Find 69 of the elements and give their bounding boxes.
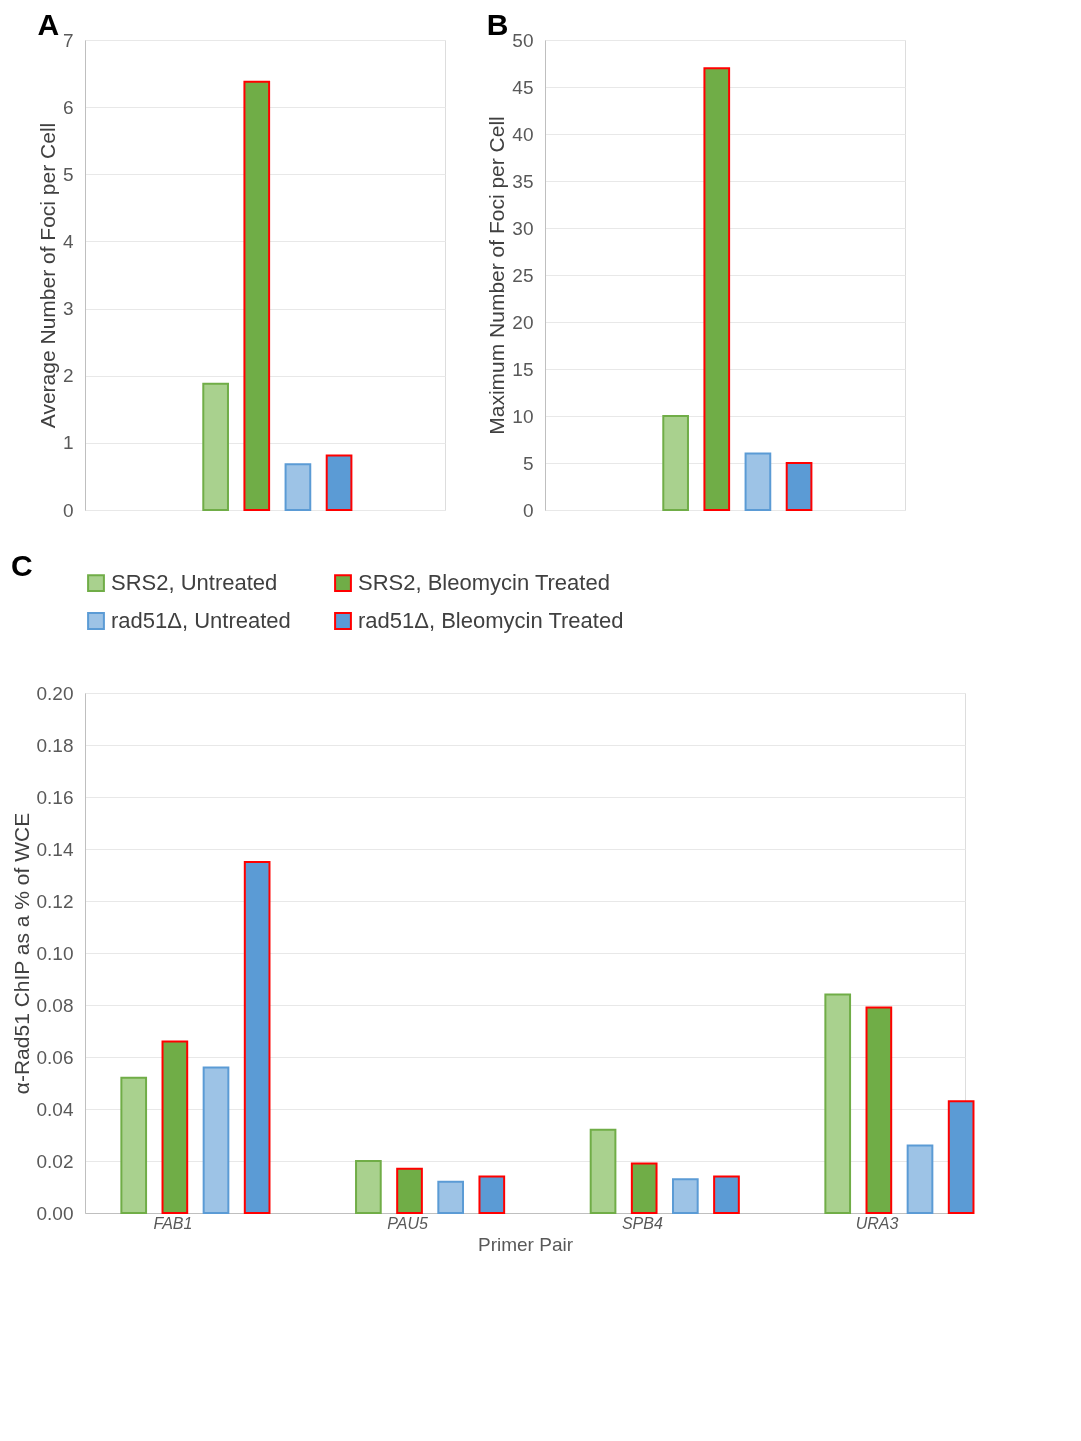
bar xyxy=(671,1178,699,1214)
y-tick-label: 40 xyxy=(512,123,534,145)
bar xyxy=(703,67,731,511)
bar xyxy=(355,1160,382,1214)
y-tick-label: 25 xyxy=(512,264,534,286)
bar xyxy=(785,462,813,511)
bar xyxy=(865,1006,893,1214)
bar xyxy=(202,1066,230,1214)
y-tick-label: 6 xyxy=(62,96,74,118)
y-axis-title: α-Rad51 ChIP as a % of WCE xyxy=(9,812,33,1095)
y-tick-label: 7 xyxy=(62,29,74,51)
y-tick-label: 45 xyxy=(512,76,534,98)
y-tick-label: 2 xyxy=(62,365,74,387)
y-tick-label: 50 xyxy=(512,29,534,51)
y-tick-label: 20 xyxy=(512,311,534,333)
y-axis-title: Maximum Number of Foci per Cell xyxy=(485,116,509,435)
chart-title: C xyxy=(11,549,33,582)
y-tick-label: 0.02 xyxy=(36,1150,74,1172)
bar xyxy=(202,382,229,511)
bar xyxy=(325,454,353,511)
y-tick-label: 10 xyxy=(512,405,534,427)
y-tick-label: 0 xyxy=(62,499,74,521)
y-tick-label: 0.16 xyxy=(36,786,74,808)
x-tick-label: URA3 xyxy=(855,1214,899,1232)
y-tick-label: 0.06 xyxy=(36,1046,74,1068)
chart-title: A xyxy=(37,8,60,41)
bar xyxy=(589,1128,617,1214)
y-tick-label: 0.08 xyxy=(36,994,74,1016)
y-tick-label: 0.04 xyxy=(36,1098,74,1120)
bar xyxy=(662,415,689,511)
y-tick-label: 0 xyxy=(522,499,534,521)
y-tick-label: 5 xyxy=(522,452,534,474)
legend-label: SRS2, Bleomycin Treated xyxy=(358,570,610,596)
y-tick-label: 35 xyxy=(512,170,534,192)
bar xyxy=(161,1040,189,1214)
y-tick-label: 30 xyxy=(512,217,534,239)
bar xyxy=(120,1076,148,1214)
legend-label: rad51Δ, Bleomycin Treated xyxy=(358,608,624,633)
bar xyxy=(630,1162,658,1214)
chart-title: B xyxy=(486,8,509,41)
y-tick-label: 0.12 xyxy=(36,890,74,912)
bar xyxy=(947,1100,975,1214)
bar xyxy=(906,1144,934,1214)
y-tick-label: 0.00 xyxy=(36,1202,74,1224)
y-tick-label: 4 xyxy=(62,230,74,252)
y-tick-label: 0.18 xyxy=(36,734,74,756)
bar xyxy=(284,463,312,511)
y-tick-label: 0.14 xyxy=(36,838,74,860)
bar xyxy=(478,1175,506,1214)
x-tick-label: PAU5 xyxy=(387,1214,429,1232)
y-tick-label: 5 xyxy=(62,163,74,185)
y-tick-label: 3 xyxy=(62,298,74,320)
x-axis-title: Primer Pair xyxy=(477,1233,574,1255)
y-tick-label: 1 xyxy=(62,432,74,454)
x-tick-label: SPB4 xyxy=(621,1214,663,1232)
y-tick-label: 0.20 xyxy=(36,682,74,704)
bar xyxy=(243,861,271,1214)
bar xyxy=(437,1180,465,1214)
bar xyxy=(744,452,772,511)
bar xyxy=(824,993,852,1214)
bar xyxy=(396,1167,423,1214)
y-axis-title: Average Number of Foci per Cell xyxy=(35,122,59,429)
y-tick-label: 15 xyxy=(512,358,534,380)
bar xyxy=(243,80,271,511)
bar xyxy=(713,1175,740,1214)
legend-label: rad51Δ, Untreated xyxy=(111,608,291,633)
y-tick-label: 0.10 xyxy=(36,942,74,964)
legend-label: SRS2, Untreated xyxy=(111,570,278,596)
x-tick-label: FAB1 xyxy=(153,1214,193,1232)
